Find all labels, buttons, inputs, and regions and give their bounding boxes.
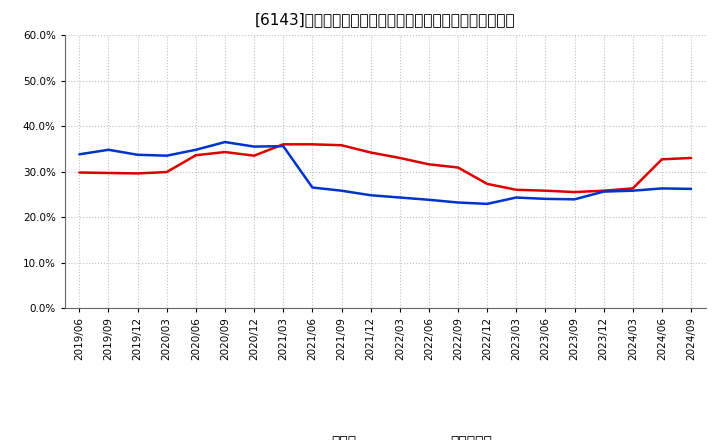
現須金	[220, 150, 229, 155]
現須金	[75, 170, 84, 175]
現須金	[163, 169, 171, 175]
現須金	[192, 153, 200, 158]
現須金	[454, 165, 462, 170]
有利子負債	[541, 196, 550, 202]
有利子負債	[570, 197, 579, 202]
現須金	[337, 143, 346, 148]
有利子負債	[483, 201, 492, 206]
現須金	[366, 150, 375, 155]
現須金	[541, 188, 550, 193]
有利子負債	[250, 144, 258, 149]
現須金	[657, 157, 666, 162]
有利子負債	[454, 200, 462, 205]
有利子負債	[687, 186, 696, 191]
現須金	[104, 170, 113, 176]
現須金	[483, 181, 492, 187]
現須金	[395, 155, 404, 161]
有利子負債	[425, 197, 433, 202]
有利子負債	[163, 153, 171, 158]
Title: [6143]　現須金、有利子負債の総資産に対する比率の推移: [6143] 現須金、有利子負債の総資産に対する比率の推移	[255, 12, 516, 27]
Legend: 現須金, 有利子負債: 現須金, 有利子負債	[273, 429, 498, 440]
有利子負債	[395, 195, 404, 200]
現須金	[133, 171, 142, 176]
現須金	[629, 186, 637, 191]
有利子負債	[599, 189, 608, 194]
現須金	[425, 161, 433, 167]
現須金	[687, 155, 696, 161]
有利子負債	[366, 193, 375, 198]
有利子負債	[75, 152, 84, 157]
現須金	[512, 187, 521, 192]
有利子負債	[308, 185, 317, 190]
有利子負債	[104, 147, 113, 152]
有利子負債	[337, 188, 346, 193]
有利子負債	[629, 188, 637, 193]
現須金	[570, 189, 579, 194]
有利子負債	[657, 186, 666, 191]
有利子負債	[220, 139, 229, 145]
有利子負債	[279, 143, 287, 149]
Line: 現須金: 現須金	[79, 144, 691, 192]
現須金	[599, 188, 608, 193]
有利子負債	[512, 195, 521, 200]
現須金	[250, 153, 258, 158]
Line: 有利子負債: 有利子負債	[79, 142, 691, 204]
現須金	[308, 142, 317, 147]
現須金	[279, 142, 287, 147]
有利子負債	[133, 152, 142, 158]
有利子負債	[192, 147, 200, 152]
